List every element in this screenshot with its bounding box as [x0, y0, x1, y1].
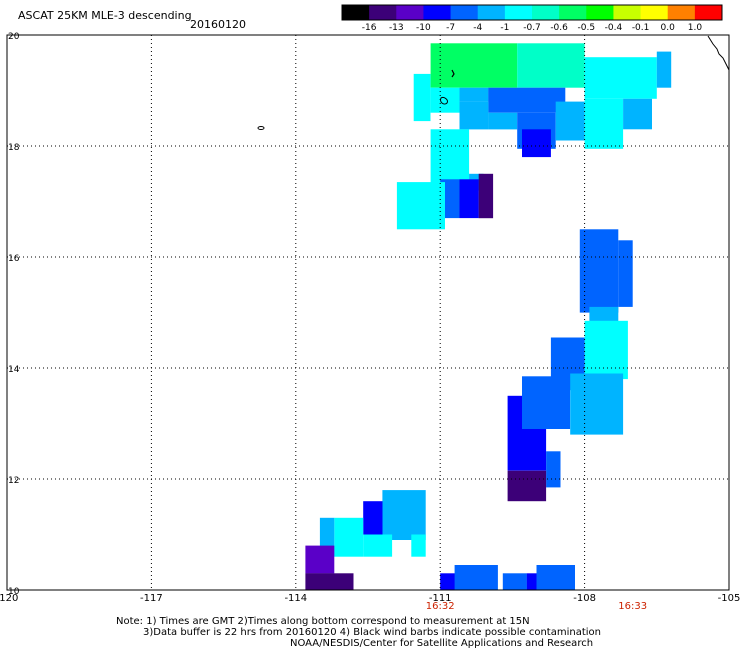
data-cell: [488, 87, 566, 113]
colorbar-label: -7: [446, 23, 455, 33]
data-cell: [618, 240, 633, 307]
data-cell: [459, 179, 479, 219]
colorbar-swatch: [667, 5, 696, 20]
colorbar-label: -0.1: [632, 23, 650, 33]
data-cell: [305, 545, 335, 574]
chart-title: ASCAT 25KM MLE-3 descending: [18, 9, 192, 22]
data-cell: [507, 429, 547, 471]
x-tick-label: -111: [429, 593, 452, 604]
data-cell: [522, 129, 551, 158]
data-cell: [584, 98, 624, 149]
colorbar-swatch: [369, 5, 397, 20]
y-tick-label: 10: [8, 587, 20, 597]
data-cell: [589, 306, 619, 324]
data-cell: [459, 87, 489, 102]
colorbar-swatch: [694, 5, 723, 20]
footnote-line-1: Note: 1) Times are GMT 2)Times along bot…: [116, 616, 530, 627]
data-cell: [363, 534, 393, 557]
chart-date: 20160120: [190, 18, 246, 31]
colorbar-swatch: [396, 5, 424, 20]
colorbar-frame: [341, 4, 723, 21]
data-cell: [507, 470, 547, 502]
island-outline: [257, 126, 265, 130]
data-cell: [454, 565, 498, 590]
data-cell: [382, 490, 426, 540]
x-tick-label: -105: [718, 593, 740, 604]
data-cell: [623, 98, 652, 130]
data-cell: [478, 173, 494, 219]
time-label: 16:32: [426, 601, 455, 612]
data-cell: [305, 573, 354, 590]
data-cell: [413, 73, 431, 122]
data-cell: [522, 376, 571, 429]
colorbar-label: -0.5: [578, 23, 596, 33]
y-tick-label: 18: [8, 143, 20, 153]
colorbar-swatch: [586, 5, 614, 20]
data-cell: [488, 112, 518, 130]
x-tick-label: -108: [573, 593, 596, 604]
colorbar-label: -0.6: [550, 23, 568, 33]
coastline: [707, 35, 730, 71]
colorbar-label: -4: [473, 23, 482, 33]
data-cell: [334, 517, 364, 557]
colorbar-label: -0.4: [605, 23, 623, 33]
data-cell: [555, 101, 585, 141]
data-cell: [656, 51, 672, 88]
colorbar-label: 1.0: [688, 23, 703, 33]
x-tick-label: -120: [0, 593, 18, 604]
data-cell: [430, 43, 518, 88]
data-cell: [570, 373, 624, 435]
colorbar-swatch: [423, 5, 451, 20]
data-cell: [459, 101, 489, 130]
footnote-line-3: NOAA/NESDIS/Center for Satellite Applica…: [290, 638, 594, 649]
colorbar-swatch: [450, 5, 479, 20]
y-tick-label: 12: [8, 476, 19, 486]
data-cell: [584, 57, 657, 99]
data-cell: [502, 573, 527, 590]
data-cell: [536, 565, 575, 590]
data-cell: [430, 87, 460, 113]
colorbar-swatch: [477, 5, 506, 20]
x-tick-label: -114: [284, 593, 307, 604]
colorbar-swatch: [342, 5, 370, 20]
data-cell: [546, 451, 561, 488]
colorbar-label: -16: [362, 23, 377, 33]
colorbar-swatch: [559, 5, 587, 20]
colorbar-label: -10: [416, 23, 431, 33]
island-outline: [440, 97, 448, 105]
data-cell: [440, 179, 460, 219]
colorbar-swatch: [532, 5, 560, 20]
footnote-line-2: 3)Data buffer is 22 hrs from 20160120 4)…: [143, 627, 601, 638]
data-cell: [411, 534, 426, 557]
data-cell: [363, 501, 383, 535]
colorbar-swatch: [640, 5, 669, 20]
colorbar-label: -1: [500, 23, 509, 33]
data-cell: [507, 395, 522, 430]
data-cell: [579, 229, 619, 313]
time-label: 16:33: [618, 601, 647, 612]
data-cell: [396, 182, 445, 230]
colorbar-label: -13: [389, 23, 404, 33]
y-tick-label: 20: [8, 32, 20, 42]
data-cell: [430, 129, 470, 185]
y-tick-label: 16: [8, 254, 20, 264]
x-tick-label: -117: [140, 593, 163, 604]
colorbar-label: -0.7: [523, 23, 541, 33]
y-tick-label: 14: [8, 365, 20, 375]
data-cell: [517, 43, 585, 88]
colorbar-label: 0.0: [661, 23, 676, 33]
colorbar-swatch: [613, 5, 641, 20]
colorbar-swatch: [504, 5, 533, 20]
plot-frame: [6, 34, 730, 591]
island-outline: [451, 69, 455, 78]
data-cell: [584, 320, 628, 380]
